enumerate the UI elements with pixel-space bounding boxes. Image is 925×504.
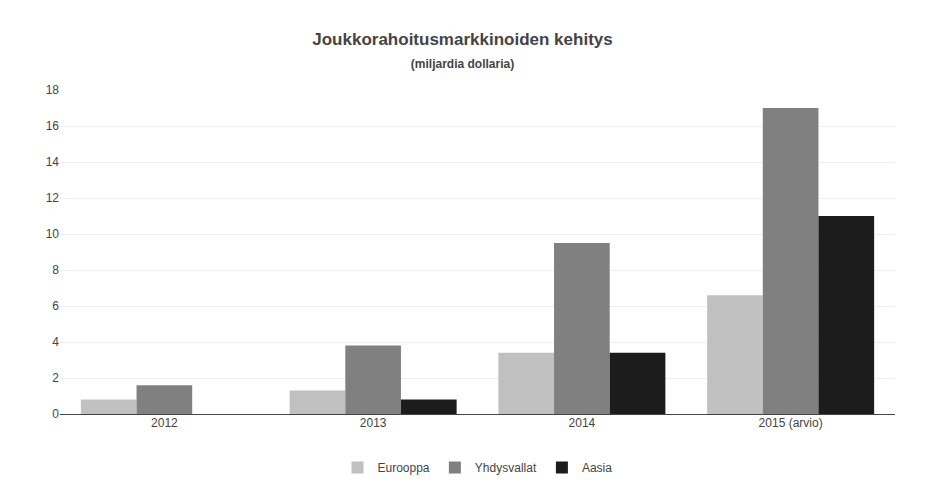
- svg-text:12: 12: [46, 191, 60, 205]
- svg-text:Aasia: Aasia: [582, 461, 612, 475]
- svg-text:2: 2: [52, 371, 59, 385]
- svg-text:2012: 2012: [151, 416, 178, 430]
- svg-text:Yhdysvallat: Yhdysvallat: [475, 461, 537, 475]
- svg-text:2014: 2014: [569, 416, 596, 430]
- svg-text:2013: 2013: [360, 416, 387, 430]
- svg-text:16: 16: [46, 119, 60, 133]
- svg-text:Joukkorahoitusmarkkinoiden keh: Joukkorahoitusmarkkinoiden kehitys: [312, 30, 612, 49]
- svg-text:2015 (arvio): 2015 (arvio): [759, 416, 823, 430]
- svg-text:4: 4: [52, 335, 59, 349]
- svg-text:10: 10: [46, 227, 60, 241]
- svg-text:14: 14: [46, 155, 60, 169]
- svg-text:18: 18: [46, 83, 60, 97]
- svg-text:6: 6: [52, 299, 59, 313]
- svg-text:0: 0: [52, 407, 59, 421]
- svg-text:Eurooppa: Eurooppa: [378, 461, 430, 475]
- svg-text:(miljardia dollaria): (miljardia dollaria): [411, 57, 514, 71]
- svg-text:8: 8: [52, 263, 59, 277]
